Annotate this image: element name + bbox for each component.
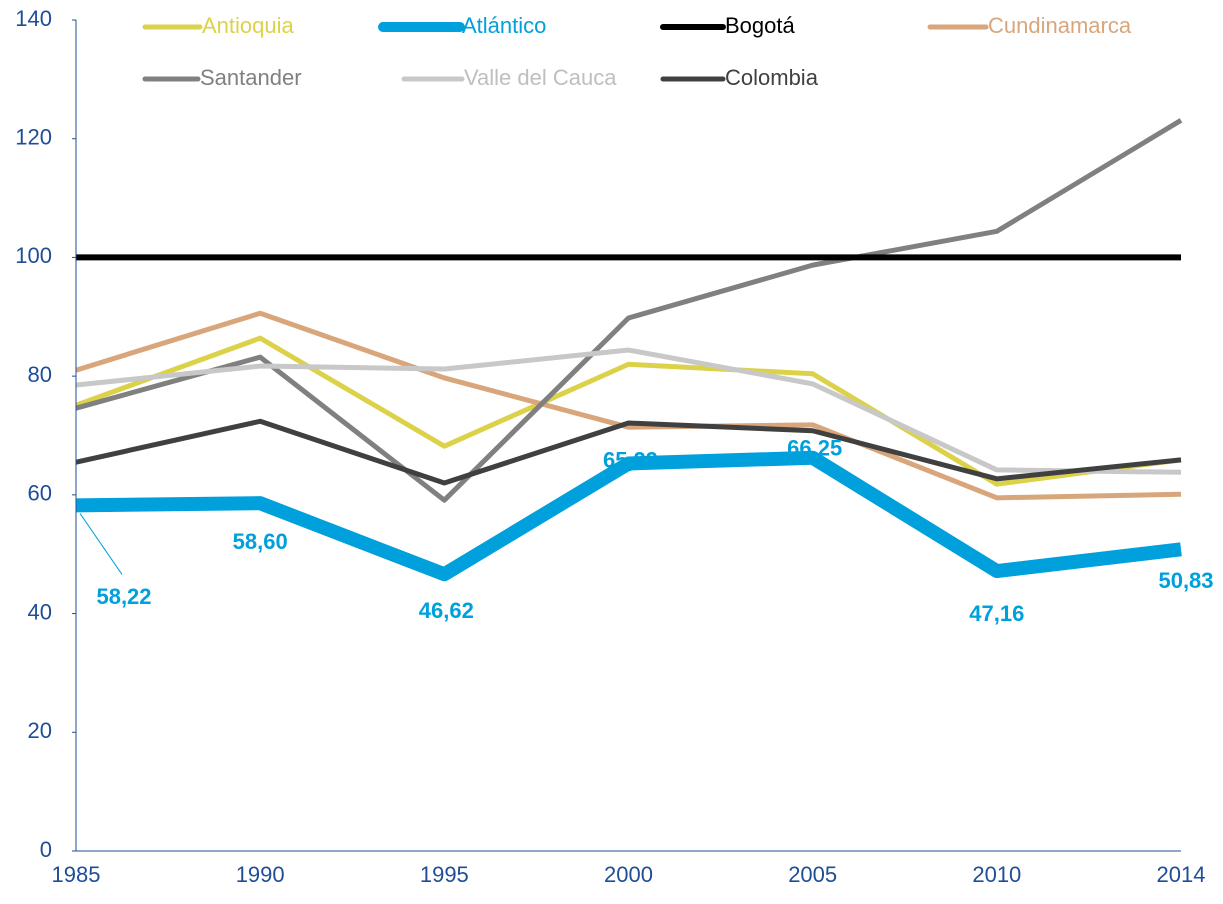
x-tick-label: 2005 [788,862,837,887]
x-tick-label: 1985 [52,862,101,887]
data-label: 58,60 [233,529,288,554]
series-line [75,310,1182,501]
legend-label: Bogotá [725,13,795,38]
legend-label: Cundinamarca [988,13,1132,38]
series-line [75,335,1182,487]
data-label: 58,22 [96,584,151,609]
plot-lines [75,118,1183,582]
x-tick-label: 2000 [604,862,653,887]
y-tick-label: 140 [15,6,52,31]
x-tick-label: 2014 [1157,862,1206,887]
data-label: 46,62 [419,598,474,623]
series-line [75,118,1183,503]
y-tick-label: 120 [15,125,52,150]
legend: Antioquia Atlántico Bogotá Cundinamarca Sant… [142,13,1132,90]
series-line [75,450,1182,582]
y-tick-label: 40 [28,599,52,624]
data-label: 65,29 [603,447,658,472]
x-tick-label: 2010 [972,862,1021,887]
x-tick-label: 1995 [420,862,469,887]
legend-label: Atlántico [462,13,546,38]
y-tick-label: 60 [28,481,52,506]
data-label: 66,25 [787,436,842,461]
data-label: 50,83 [1158,568,1213,593]
series-line [75,418,1182,486]
legend-label: Santander [200,65,302,90]
y-tick-label: 0 [40,837,52,862]
legend-label: Valle del Cauca [464,65,617,90]
label-leader [79,513,123,575]
y-tick-label: 20 [28,718,52,743]
x-tick-label: 1990 [236,862,285,887]
series-line [75,347,1182,475]
data-label: 47,16 [969,601,1024,626]
y-tick-label: 80 [28,362,52,387]
legend-label: Antioquia [202,13,295,38]
y-tick-label: 100 [15,243,52,268]
legend-label: Colombia [725,65,819,90]
